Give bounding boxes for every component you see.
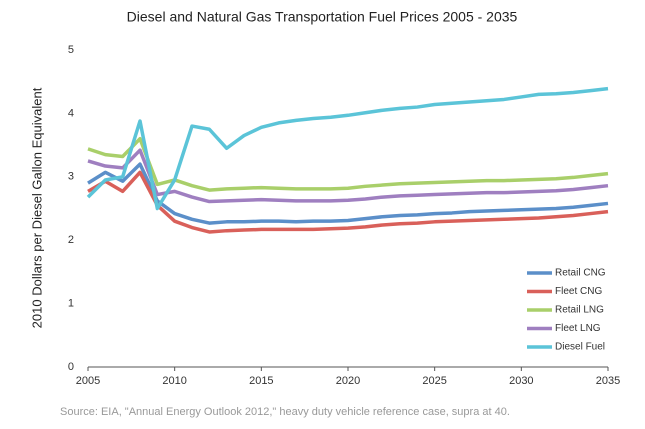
legend-label: Retail LNG <box>555 305 604 316</box>
x-tick-label: 2025 <box>422 375 446 387</box>
legend-label: Diesel Fuel <box>555 342 605 353</box>
series-line <box>87 162 609 225</box>
series-line <box>87 137 609 192</box>
series-line <box>87 170 609 234</box>
source-note: Source: EIA, "Annual Energy Outlook 2012… <box>60 406 510 418</box>
x-tick-label: 2005 <box>76 375 100 387</box>
x-tick-label: 2035 <box>596 375 620 387</box>
x-tick-label: 2010 <box>162 375 186 387</box>
legend-label: Fleet CNG <box>555 286 602 297</box>
series-line <box>86 86 609 211</box>
chart-title: Diesel and Natural Gas Transportation Fu… <box>127 9 518 25</box>
legend-label: Fleet LNG <box>555 323 601 334</box>
y-tick-label: 3 <box>68 171 74 183</box>
series-line <box>87 148 609 204</box>
y-tick-label: 5 <box>68 44 74 56</box>
x-tick-label: 2030 <box>509 375 533 387</box>
x-tick-label: 2020 <box>336 375 360 387</box>
legend-label: Retail CNG <box>555 268 606 279</box>
y-tick-label: 0 <box>68 361 74 373</box>
y-axis-label: 2010 Dollars per Diesel Gallon Equivalen… <box>29 87 44 328</box>
y-tick-label: 4 <box>68 107 74 119</box>
y-tick-label: 1 <box>68 298 74 310</box>
y-tick-label: 2 <box>68 234 74 246</box>
x-tick-label: 2015 <box>249 375 273 387</box>
